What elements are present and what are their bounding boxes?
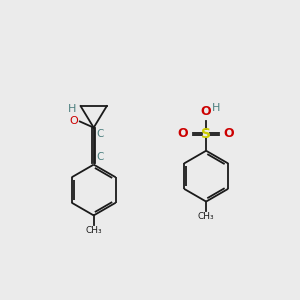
Text: O: O (201, 105, 212, 118)
Text: S: S (201, 127, 211, 141)
Text: O: O (70, 116, 78, 126)
Text: O: O (178, 127, 188, 140)
Text: CH₃: CH₃ (198, 212, 214, 221)
Text: H: H (68, 104, 76, 114)
Text: C: C (97, 129, 104, 139)
Text: H: H (212, 103, 220, 113)
Text: CH₃: CH₃ (85, 226, 102, 235)
Text: O: O (224, 127, 234, 140)
Text: C: C (97, 152, 104, 162)
